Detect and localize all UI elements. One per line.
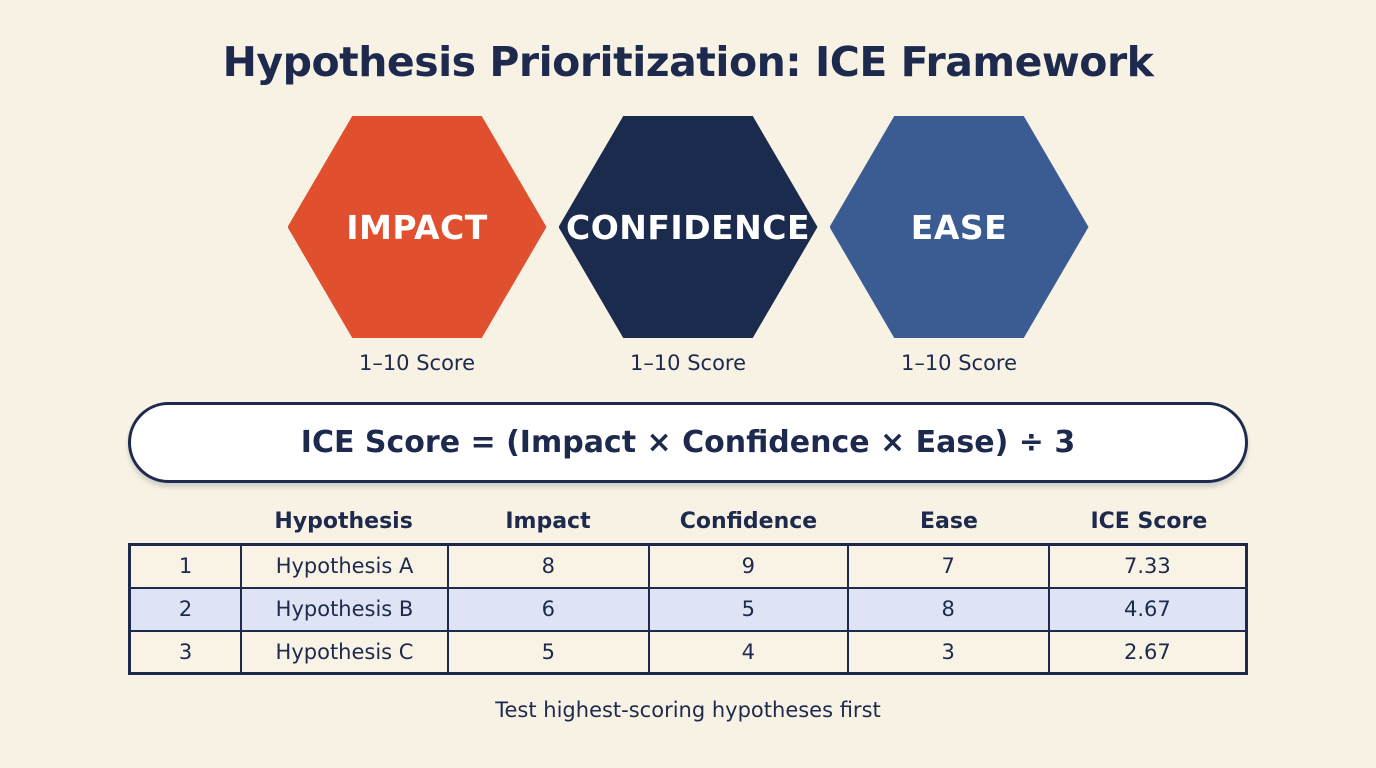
cell-ease: 3 — [846, 629, 1050, 675]
ease-score-range-label: 1–10 Score — [900, 351, 1018, 375]
cell-confidence: 5 — [647, 586, 849, 632]
formula-text: ICE Score = (Impact × Confidence × Ease)… — [300, 425, 1076, 460]
cell-row-num: 3 — [128, 629, 243, 675]
cell-impact: 5 — [446, 629, 650, 675]
cell-ice-score: 2.67 — [1047, 629, 1248, 675]
table-row: 3 Hypothesis C 5 4 3 2.67 — [128, 629, 1248, 675]
formula-box: ICE Score = (Impact × Confidence × Ease)… — [128, 402, 1248, 483]
header-confidence: Confidence — [679, 509, 818, 534]
cell-hypothesis: Hypothesis A — [240, 543, 449, 589]
ease-hexagon-label: EASE — [910, 207, 1008, 247]
hexagon-item-confidence: CONFIDENCE 1–10 Score — [558, 116, 818, 375]
cell-hypothesis: Hypothesis C — [240, 629, 449, 675]
score-table-section: Hypothesis Impact Confidence Ease ICE Sc… — [128, 509, 1248, 675]
cell-impact: 6 — [446, 586, 650, 632]
header-ease: Ease — [919, 509, 978, 534]
confidence-hexagon-shape: CONFIDENCE — [558, 116, 818, 338]
cell-ease: 8 — [846, 586, 1050, 632]
page-title: Hypothesis Prioritization: ICE Framework — [222, 38, 1154, 86]
cell-row-num: 2 — [128, 586, 243, 632]
hexagon-row: IMPACT 1–10 Score CONFIDENCE 1–10 Score … — [287, 116, 1089, 375]
cell-ease: 7 — [846, 543, 1050, 589]
impact-hexagon-shape: IMPACT — [287, 116, 547, 338]
table-header-row: Hypothesis Impact Confidence Ease ICE Sc… — [128, 509, 1248, 543]
cell-ice-score: 7.33 — [1047, 543, 1248, 589]
confidence-hexagon-label: CONFIDENCE — [565, 207, 811, 247]
footer-note: Test highest-scoring hypotheses first — [495, 698, 881, 722]
cell-hypothesis: Hypothesis B — [240, 586, 449, 632]
cell-row-num: 1 — [128, 543, 243, 589]
impact-hexagon-label: IMPACT — [346, 207, 488, 247]
hexagon-item-ease: EASE 1–10 Score — [829, 116, 1089, 375]
hexagon-item-impact: IMPACT 1–10 Score — [287, 116, 547, 375]
ease-hexagon-shape: EASE — [829, 116, 1089, 338]
cell-ice-score: 4.67 — [1047, 586, 1248, 632]
impact-score-range-label: 1–10 Score — [358, 351, 476, 375]
cell-confidence: 9 — [647, 543, 849, 589]
header-row-num — [128, 509, 240, 534]
score-table: 1 Hypothesis A 8 9 7 7.33 2 Hypothesis B… — [128, 543, 1248, 675]
header-impact: Impact — [505, 509, 591, 534]
header-hypothesis: Hypothesis — [274, 509, 413, 534]
confidence-score-range-label: 1–10 Score — [629, 351, 747, 375]
cell-impact: 8 — [446, 543, 650, 589]
table-row: 1 Hypothesis A 8 9 7 7.33 — [128, 543, 1248, 589]
cell-confidence: 4 — [647, 629, 849, 675]
header-ice-score: ICE Score — [1090, 509, 1208, 534]
table-row-highlighted: 2 Hypothesis B 6 5 8 4.67 — [128, 586, 1248, 632]
